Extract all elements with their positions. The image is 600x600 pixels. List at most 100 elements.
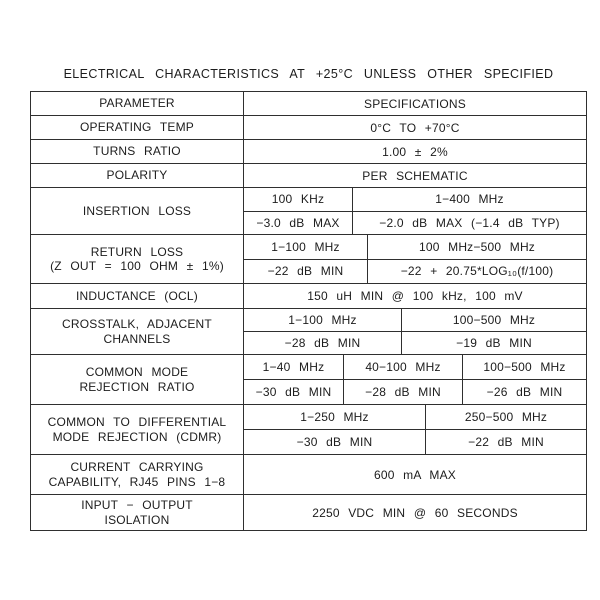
specification-value-cell: 250−500 MHz (425, 405, 586, 429)
specification-subrow: 1−100 MHz 100 MHz−500 MHz (244, 235, 586, 259)
parameter-label-line: CHANNELS (103, 331, 171, 346)
specification-cell-group: 600 mA MAX (244, 455, 586, 494)
table-row: POLARITY PER SCHEMATIC (31, 163, 586, 187)
specification-cell-group: 1−100 MHz 100 MHz−500 MHz −22 dB MIN −22 + … (244, 235, 586, 283)
specification-subrow: 1.00 ± 2% (244, 140, 586, 163)
specification-value-cell: 2250 VDC MIN @ 60 SECONDS (312, 505, 518, 520)
parameter-label-line: COMMON TO DIFFERENTIAL (47, 415, 227, 429)
specification-cell-group: 0°C TO +70°C (244, 116, 586, 139)
specification-value-cell: −22 dB MIN (425, 430, 586, 454)
specification-value-cell: −2.0 dB MAX (−1.4 dB TYP) (352, 211, 586, 234)
table-row: COMMON MODE REJECTION RATIO 1−40 MHz 40−100… (31, 354, 586, 404)
specification-value-cell: 1−100 MHz (288, 313, 357, 327)
specification-value-cell: 1−250 MHz (300, 410, 369, 424)
specification-value-cell: 100−500 MHz (401, 309, 586, 331)
specification-cell-group: 100 KHz 1−400 MHz −3.0 dB MAX −2.0 dB MAX (… (244, 188, 586, 234)
specification-value-cell: −28 dB MIN (284, 336, 361, 350)
specification-cell-group: SPECIFICATIONS (244, 92, 586, 115)
specification-value-cell: 100 KHz (271, 192, 325, 207)
specification-subrow: 1−100 MHz 100−500 MHz (244, 309, 586, 331)
table-row: RETURN LOSS (Z OUT = 100 OHM ± 1%) 1−100 M… (31, 234, 586, 283)
specification-value-cell: 1.00 ± 2% (382, 144, 448, 159)
page-title: ELECTRICAL CHARACTERISTICS AT +25°C UNLE… (63, 67, 554, 81)
parameter-label-line: REJECTION RATIO (79, 379, 195, 394)
parameter-label-line: COMMON MODE (85, 365, 189, 379)
specification-cell-group: 1−40 MHz 40−100 MHz 100−500 MHz −30 dB MIN −… (244, 355, 586, 404)
parameter-cell: COMMON MODE REJECTION RATIO (31, 355, 244, 404)
parameter-label-line: CROSSTALK, ADJACENT (62, 317, 212, 331)
specification-subrow: −30 dB MIN −22 dB MIN (244, 429, 586, 454)
specification-subrow: 150 uH MIN @ 100 kHz, 100 mV (244, 284, 586, 308)
specification-header-cell: SPECIFICATIONS (364, 96, 466, 111)
specification-value-cell: −30 dB MIN (255, 385, 332, 399)
parameter-cell: CURRENT CARRYING CAPABILITY, RJ45 PINS 1−… (31, 455, 244, 494)
specification-value-cell: 100−500 MHz (462, 355, 586, 379)
specification-value-cell: −19 dB MIN (401, 332, 586, 354)
specification-value-cell: −30 dB MIN (296, 435, 373, 449)
table-row: INPUT − OUTPUT ISOLATION 2250 VDC MIN @ 60… (31, 494, 586, 530)
parameter-cell: POLARITY (31, 164, 244, 187)
specification-cell-group: 1.00 ± 2% (244, 140, 586, 163)
parameter-label-line: CURRENT CARRYING (70, 460, 204, 474)
parameter-label-line: INDUCTANCE (OCL) (76, 288, 198, 303)
specification-value-cell: 150 uH MIN @ 100 kHz, 100 mV (307, 289, 523, 303)
table-row: OPERATING TEMP 0°C TO +70°C (31, 115, 586, 139)
specification-subrow: SPECIFICATIONS (244, 92, 586, 115)
parameter-label-line: ISOLATION (104, 512, 170, 527)
specification-cell-group: PER SCHEMATIC (244, 164, 586, 187)
table-row: CROSSTALK, ADJACENT CHANNELS 1−100 MHz 100−… (31, 308, 586, 354)
parameter-label-line: CAPABILITY, RJ45 PINS 1−8 (48, 474, 226, 489)
specification-subrow: −28 dB MIN −19 dB MIN (244, 331, 586, 354)
parameter-cell: INPUT − OUTPUT ISOLATION (31, 495, 244, 530)
parameter-label-line: POLARITY (106, 168, 168, 183)
specification-value-cell: −22 dB MIN (267, 264, 344, 279)
specification-subrow: 600 mA MAX (244, 455, 586, 494)
parameter-label-line: TURNS RATIO (93, 144, 181, 159)
specification-subrow: 1−250 MHz 250−500 MHz (244, 405, 586, 429)
specification-value-cell: −22 + 20.75*LOG₁₀(f/100) (367, 259, 586, 283)
parameter-label-line: OPERATING TEMP (79, 120, 195, 135)
specification-value-cell: 1−40 MHz (262, 360, 325, 374)
specification-subrow: 1−40 MHz 40−100 MHz 100−500 MHz (244, 355, 586, 379)
electrical-characteristics-table: PARAMETER SPECIFICATIONS OPERATING TEMP 0°C… (30, 91, 587, 531)
specification-value-cell: 600 mA MAX (373, 467, 457, 482)
specification-cell-group: 150 uH MIN @ 100 kHz, 100 mV (244, 284, 586, 308)
parameter-label-line: RETURN LOSS (90, 244, 184, 259)
specification-value-cell: −26 dB MIN (462, 380, 586, 404)
specification-subrow: −3.0 dB MAX −2.0 dB MAX (−1.4 dB TYP) (244, 210, 586, 234)
parameter-header-cell: PARAMETER (31, 92, 244, 115)
parameter-label-line: INPUT − OUTPUT (81, 498, 193, 512)
specification-cell-group: 1−250 MHz 250−500 MHz −30 dB MIN −22 dB MIN (244, 405, 586, 454)
parameter-label-line: (Z OUT = 100 OHM ± 1%) (50, 259, 224, 273)
specification-value-cell: 1−100 MHz (271, 239, 340, 254)
specification-cell-group: 1−100 MHz 100−500 MHz −28 dB MIN −19 dB MIN (244, 309, 586, 354)
table-row: COMMON TO DIFFERENTIAL MODE REJECTION (CD… (31, 404, 586, 454)
table-row: TURNS RATIO 1.00 ± 2% (31, 139, 586, 163)
specification-subrow: 2250 VDC MIN @ 60 SECONDS (244, 495, 586, 530)
parameter-label-line: MODE REJECTION (CDMR) (52, 429, 222, 444)
parameter-cell: INSERTION LOSS (31, 188, 244, 234)
specification-cell-group: 2250 VDC MIN @ 60 SECONDS (244, 495, 586, 530)
specification-subrow: −22 dB MIN −22 + 20.75*LOG₁₀(f/100) (244, 258, 586, 283)
specification-value-cell: PER SCHEMATIC (362, 168, 468, 183)
parameter-cell: RETURN LOSS (Z OUT = 100 OHM ± 1%) (31, 235, 244, 283)
specification-value-cell: 100 MHz−500 MHz (367, 235, 586, 259)
specification-subrow: −30 dB MIN −28 dB MIN −26 dB MIN (244, 379, 586, 404)
table-row: CURRENT CARRYING CAPABILITY, RJ45 PINS 1−… (31, 454, 586, 494)
parameter-cell: INDUCTANCE (OCL) (31, 284, 244, 308)
parameter-cell: CROSSTALK, ADJACENT CHANNELS (31, 309, 244, 354)
parameter-label-line: PARAMETER (99, 96, 175, 111)
specification-value-cell: 1−400 MHz (352, 188, 586, 211)
specification-subrow: 0°C TO +70°C (244, 116, 586, 139)
specification-value-cell: −28 dB MIN (343, 380, 462, 404)
specification-value-cell: 0°C TO +70°C (370, 120, 460, 135)
specification-subrow: 100 KHz 1−400 MHz (244, 188, 586, 211)
table-row: INSERTION LOSS 100 KHz 1−400 MHz −3.0 dB MA… (31, 187, 586, 234)
table-row: INDUCTANCE (OCL) 150 uH MIN @ 100 kHz, 10… (31, 283, 586, 308)
specification-value-cell: 40−100 MHz (343, 355, 462, 379)
specification-subrow: PER SCHEMATIC (244, 164, 586, 187)
parameter-cell: COMMON TO DIFFERENTIAL MODE REJECTION (CD… (31, 405, 244, 454)
parameter-cell: OPERATING TEMP (31, 116, 244, 139)
parameter-label-line: INSERTION LOSS (82, 203, 192, 218)
